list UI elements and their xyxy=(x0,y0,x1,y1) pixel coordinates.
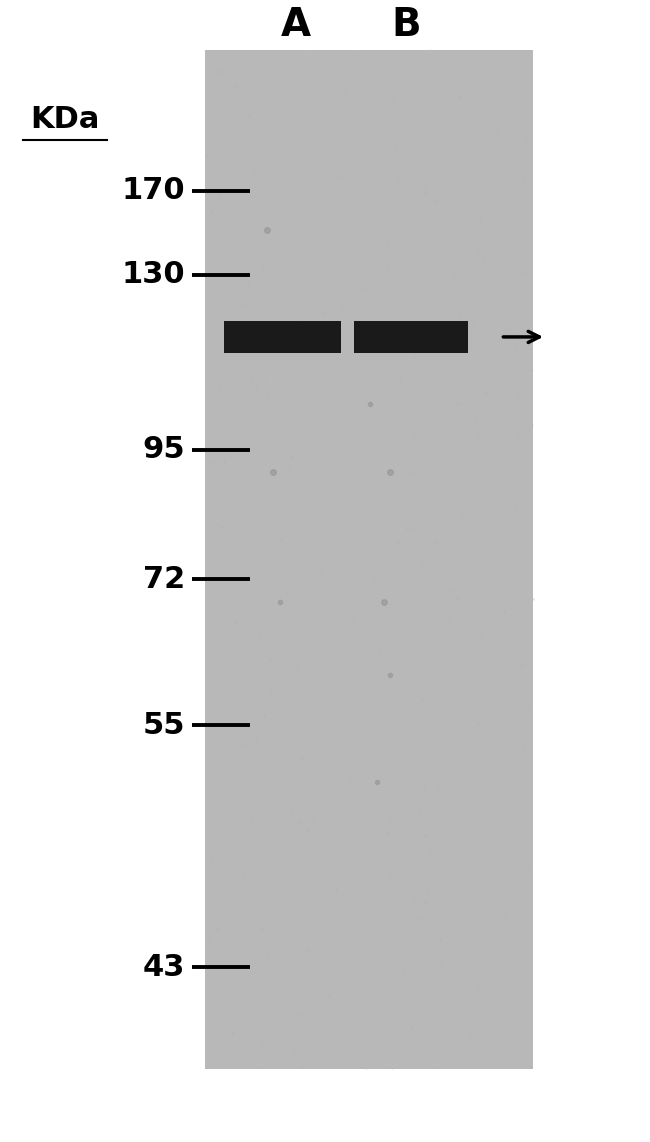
Text: 170: 170 xyxy=(122,176,185,206)
Text: 72: 72 xyxy=(143,564,185,594)
Text: 55: 55 xyxy=(143,710,185,740)
Text: KDa: KDa xyxy=(31,105,99,135)
Bar xyxy=(354,321,468,353)
Text: 130: 130 xyxy=(122,260,185,289)
Bar xyxy=(205,50,533,1069)
Bar xyxy=(224,321,341,353)
Text: 43: 43 xyxy=(143,952,185,982)
Text: B: B xyxy=(391,6,421,45)
Text: A: A xyxy=(281,6,311,45)
Text: 95: 95 xyxy=(142,435,185,464)
